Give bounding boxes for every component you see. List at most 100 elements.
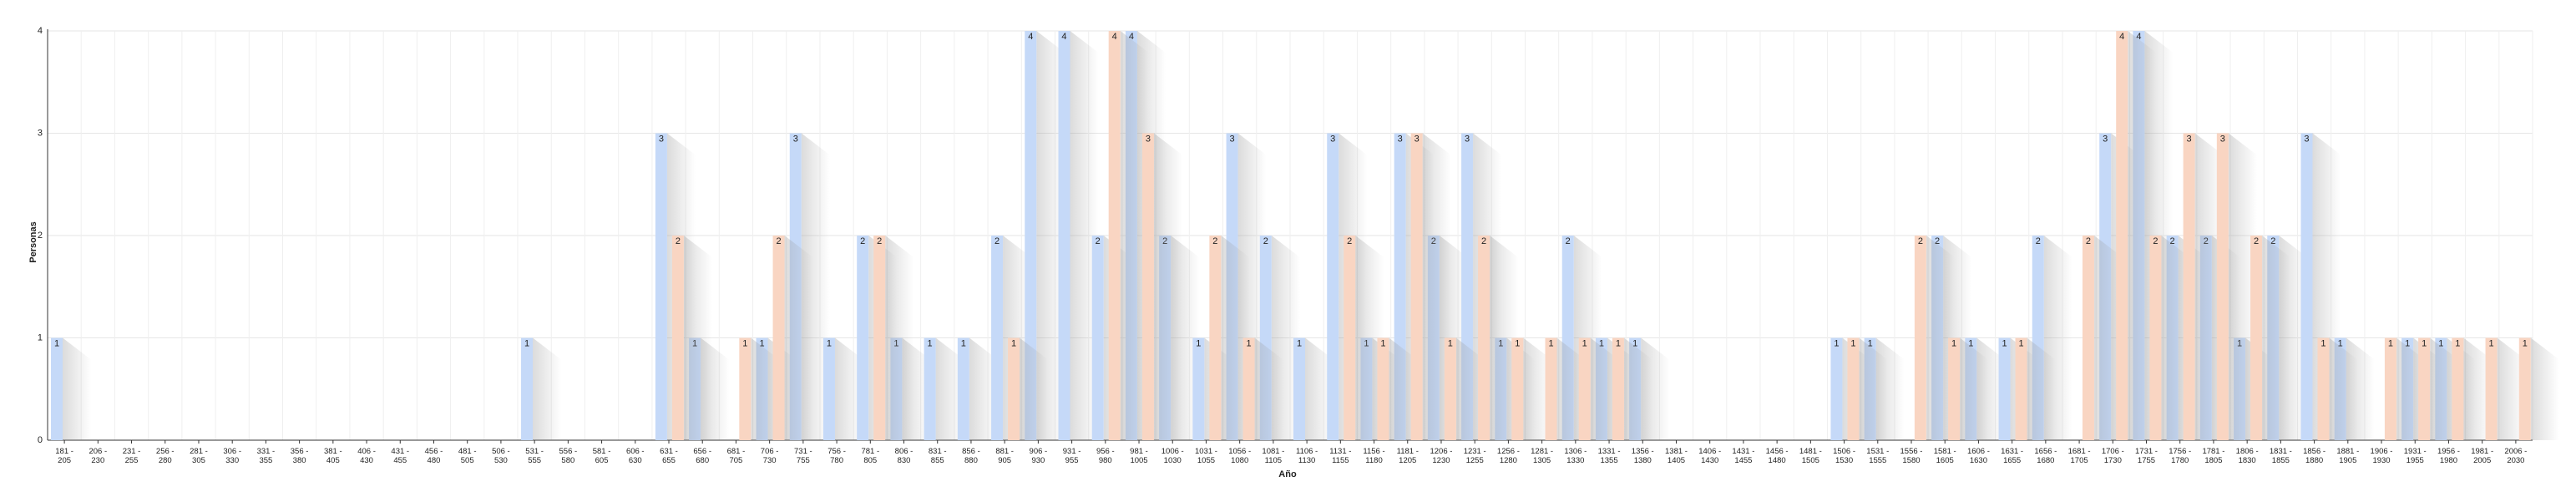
bar: [2015, 337, 2027, 440]
value-label: 1: [742, 338, 747, 348]
x-tick-label: 406 - 430: [357, 447, 376, 465]
value-label: 1: [1616, 338, 1621, 348]
x-tick-label: 331 - 355: [256, 447, 276, 465]
x-tick-label: 1031 - 1055: [1194, 447, 1217, 465]
x-tick-label: 1756 - 1780: [2169, 447, 2192, 465]
x-tick-label: 931 - 955: [1062, 447, 1081, 465]
value-label: 2: [2270, 236, 2275, 246]
bar: [1209, 236, 1222, 440]
x-tick-label: 706 - 730: [760, 447, 779, 465]
bar-shadow: [2128, 31, 2157, 440]
bar: [991, 236, 1004, 440]
bar: [2384, 337, 2396, 440]
value-label: 1: [2018, 338, 2023, 348]
x-tick-label: 1256 - 1280: [1496, 447, 1520, 465]
bar-shadow: [784, 236, 813, 440]
bar: [2216, 133, 2229, 440]
bar: [1058, 31, 1070, 440]
value-label: 1: [2523, 338, 2528, 348]
value-label: 3: [659, 134, 664, 144]
x-tick-label: 1281 - 1305: [1531, 447, 1554, 465]
bar-shadow: [1020, 337, 1049, 440]
x-axis-label: Año: [1278, 469, 1297, 479]
x-tick-label: 531 - 555: [525, 447, 544, 465]
bar: [2418, 337, 2431, 440]
bar: [1830, 337, 1843, 440]
bar: [1948, 337, 1961, 440]
value-label: 4: [1028, 32, 1033, 42]
bar: [1108, 31, 1121, 440]
value-label: 3: [1146, 134, 1151, 144]
x-tick-label: 1006 - 1030: [1161, 447, 1184, 465]
bar-shadow: [1422, 133, 1451, 440]
x-tick-label: 831 - 855: [928, 447, 947, 465]
value-label: 1: [1582, 338, 1587, 348]
value-label: 1: [1632, 338, 1637, 348]
bar: [1847, 337, 1860, 440]
value-label: 1: [2320, 338, 2325, 348]
x-tick-label: 1981 - 2005: [2471, 447, 2494, 465]
bar: [1242, 337, 1255, 440]
bar: [1327, 133, 1339, 440]
bar: [1545, 337, 1557, 440]
x-tick-label: 1406 - 1430: [1698, 447, 1722, 465]
bar: [521, 337, 534, 440]
bar-shadow: [1221, 236, 1250, 440]
bar: [1091, 236, 1104, 440]
bar: [873, 236, 886, 440]
value-label: 2: [877, 236, 882, 246]
bar-shadow: [751, 337, 780, 440]
value-label: 3: [2220, 134, 2225, 144]
value-label: 3: [1415, 134, 1420, 144]
y-tick-label: 3: [38, 128, 43, 138]
value-label: 1: [2388, 338, 2393, 348]
bar: [1008, 337, 1020, 440]
bar-shadow: [969, 337, 998, 440]
value-label: 3: [1465, 134, 1470, 144]
bar: [1377, 337, 1389, 440]
value-label: 2: [1566, 236, 1571, 246]
bar: [1293, 337, 1305, 440]
y-axis-label: Personas: [28, 221, 38, 263]
x-tick-label: 956 - 980: [1096, 447, 1115, 465]
bar-shadow: [2027, 337, 2056, 440]
x-tick-label: 1781 - 1805: [2202, 447, 2225, 465]
bar: [1344, 236, 1356, 440]
bar: [671, 236, 684, 440]
bar: [857, 236, 869, 440]
bar-shadow: [63, 337, 91, 440]
x-tick-label: 1206 - 1230: [1430, 447, 1453, 465]
bar: [1192, 337, 1205, 440]
value-label: 4: [1061, 32, 1066, 42]
bar: [957, 337, 969, 440]
value-label: 1: [1297, 338, 1302, 348]
x-tick-label: 1956 - 1980: [2437, 447, 2460, 465]
bar-shadow: [1305, 337, 1334, 440]
bar-shadow: [1590, 337, 1619, 440]
bar-shadow: [683, 236, 712, 440]
x-tick-label: 1231 - 1255: [1463, 447, 1486, 465]
value-label: 1: [2455, 338, 2460, 348]
value-label: 1: [1247, 338, 1252, 348]
bar: [2116, 31, 2128, 440]
value-label: 1: [2489, 338, 2494, 348]
bar-shadow: [1960, 337, 1989, 440]
bar-shadow: [533, 337, 562, 440]
x-tick-label: 281 - 305: [190, 447, 208, 465]
value-label: 2: [2254, 236, 2259, 246]
value-label: 3: [793, 134, 798, 144]
x-tick-label: 656 - 680: [693, 447, 712, 465]
bar: [1511, 337, 1524, 440]
value-label: 1: [2438, 338, 2443, 348]
x-tick-label: 756 - 780: [827, 447, 846, 465]
value-label: 4: [2136, 32, 2141, 42]
value-label: 3: [2304, 134, 2309, 144]
value-label: 1: [1968, 338, 1973, 348]
bar: [2485, 337, 2498, 440]
x-tick-label: 1356 - 1380: [1631, 447, 1654, 465]
x-tick-label: 1881 - 1905: [2336, 447, 2360, 465]
x-tick-label: 2006 - 2030: [2504, 447, 2528, 465]
x-tick-label: 1506 - 1530: [1833, 447, 1856, 465]
x-tick-label: 1856 - 1880: [2303, 447, 2326, 465]
x-tick-label: 1581 - 1605: [1933, 447, 1956, 465]
